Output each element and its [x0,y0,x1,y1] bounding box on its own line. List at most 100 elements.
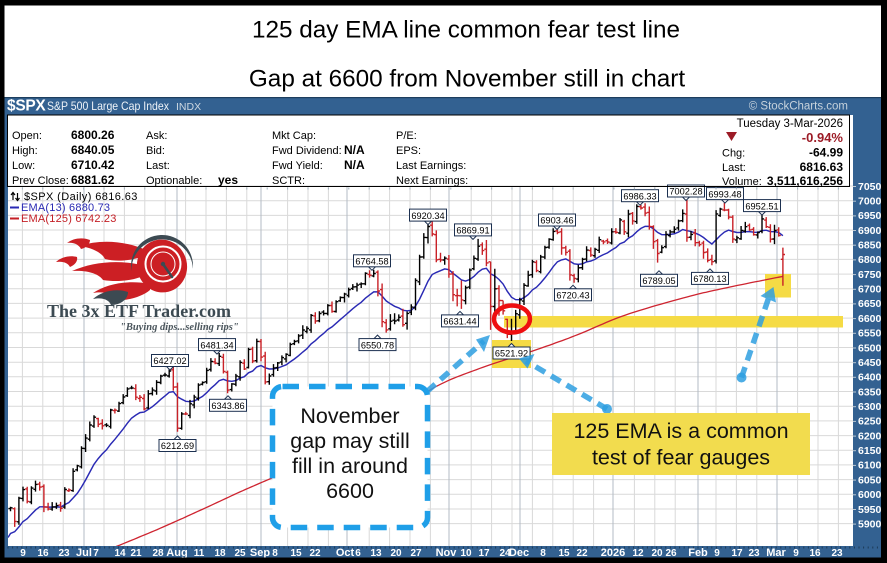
svg-text:-64.99: -64.99 [809,146,843,160]
svg-text:7002.28: 7002.28 [669,187,702,197]
svg-text:6816.63: 6816.63 [800,160,844,174]
svg-text:Fwd Yield:: Fwd Yield: [272,160,323,172]
svg-text:Next Earnings:: Next Earnings: [396,175,468,187]
svg-text:Nov: Nov [436,547,458,559]
svg-text:6250: 6250 [858,416,882,428]
svg-text:6650: 6650 [858,298,882,310]
svg-text:Feb: Feb [688,547,708,559]
svg-text:20: 20 [390,548,402,559]
svg-text:17: 17 [478,548,490,559]
svg-text:6350: 6350 [858,386,882,398]
svg-text:6212.69: 6212.69 [161,441,194,451]
svg-text:23: 23 [58,548,70,559]
svg-text:"Buying dips...selling rips": "Buying dips...selling rips" [120,322,239,333]
svg-text:6: 6 [355,548,361,559]
svg-text:6200: 6200 [858,430,882,442]
svg-text:S&P 500 Large Cap Index: S&P 500 Large Cap Index [47,99,169,113]
svg-text:15: 15 [290,548,302,559]
svg-text:7050: 7050 [858,181,882,193]
svg-text:Jul: Jul [76,547,92,559]
svg-text:11: 11 [194,548,205,559]
svg-text:Last:: Last: [722,162,746,174]
svg-text:27: 27 [410,548,422,559]
svg-text:6427.02: 6427.02 [153,356,186,366]
svg-text:Ask:: Ask: [146,130,167,142]
svg-text:5900: 5900 [858,518,882,530]
svg-text:6481.34: 6481.34 [200,340,233,350]
svg-text:6903.46: 6903.46 [540,216,573,226]
svg-text:125 EMA is a common: 125 EMA is a common [573,419,788,443]
svg-text:6631.44: 6631.44 [443,317,476,327]
svg-text:6100: 6100 [858,460,882,472]
svg-text:INDX: INDX [176,101,201,113]
svg-text:6400: 6400 [858,372,882,384]
svg-text:6750: 6750 [858,269,882,281]
svg-text:Mkt Cap:: Mkt Cap: [272,130,316,142]
svg-text:Mar: Mar [766,547,786,559]
svg-text:The 3x ETF Trader.com: The 3x ETF Trader.com [47,301,231,321]
svg-text:17: 17 [731,548,743,559]
svg-text:9: 9 [20,548,26,559]
svg-text:Fwd Dividend:: Fwd Dividend: [272,145,342,157]
svg-text:18: 18 [214,548,226,559]
svg-text:EMA(13) 6880.73: EMA(13) 6880.73 [21,202,110,214]
svg-text:28: 28 [152,548,164,559]
svg-text:Tuesday 3-Mar-2026: Tuesday 3-Mar-2026 [737,118,843,130]
svg-text:6920.34: 6920.34 [411,211,444,221]
svg-text:12: 12 [632,548,644,559]
svg-text:6600: 6600 [858,313,882,325]
svg-text:21: 21 [130,548,142,559]
svg-text:7000: 7000 [858,196,882,208]
svg-text:6952.51: 6952.51 [745,201,778,211]
svg-text:November: November [300,404,399,428]
svg-text:EPS:: EPS: [396,145,421,157]
svg-text:gap may still: gap may still [290,429,410,453]
svg-text:6900: 6900 [858,225,882,237]
svg-text:6850: 6850 [858,240,882,252]
svg-text:6986.33: 6986.33 [623,191,656,201]
svg-text:8: 8 [272,548,278,559]
svg-text:6840.05: 6840.05 [71,143,115,157]
svg-text:16: 16 [37,548,49,559]
svg-text:14: 14 [114,548,126,559]
svg-text:6550: 6550 [858,328,882,340]
svg-text:6869.91: 6869.91 [456,226,489,236]
svg-text:6789.05: 6789.05 [642,276,675,286]
svg-text:6993.48: 6993.48 [708,189,741,199]
svg-text:22: 22 [309,548,321,559]
svg-text:6700: 6700 [858,284,882,296]
svg-text:Sep: Sep [250,547,270,559]
svg-text:6800: 6800 [858,254,882,266]
svg-text:Aug: Aug [166,547,187,559]
svg-text:6800.26: 6800.26 [71,128,115,142]
svg-text:test of fear gauges: test of fear gauges [592,446,770,470]
svg-text:Oct: Oct [336,547,355,559]
svg-text:6720.43: 6720.43 [556,291,589,301]
svg-text:6343.86: 6343.86 [211,401,244,411]
svg-text:9: 9 [793,548,799,559]
svg-text:6500: 6500 [858,342,882,354]
svg-text:© StockCharts.com: © StockCharts.com [749,101,848,113]
svg-text:6881.62: 6881.62 [71,173,115,187]
svg-text:N/A: N/A [344,143,365,157]
svg-text:Dec: Dec [509,547,529,559]
svg-text:7: 7 [93,548,99,559]
svg-text:13: 13 [370,548,382,559]
svg-text:10: 10 [460,548,472,559]
svg-text:2026: 2026 [601,547,625,559]
svg-text:22: 22 [576,548,588,559]
svg-text:-0.94%: -0.94% [802,130,844,145]
svg-text:6710.42: 6710.42 [71,158,115,172]
svg-text:Optionable:: Optionable: [146,175,202,187]
svg-text:5950: 5950 [858,504,882,516]
svg-text:Last Earnings:: Last Earnings: [396,160,466,172]
svg-text:23: 23 [748,548,760,559]
svg-text:6450: 6450 [858,357,882,369]
svg-text:Prev Close:: Prev Close: [12,175,69,187]
svg-text:N/A: N/A [344,158,365,172]
svg-text:6000: 6000 [858,489,882,501]
svg-text:3,511,616,256: 3,511,616,256 [767,174,843,188]
svg-text:$SPX: $SPX [7,98,46,115]
svg-text:EMA(125) 6742.23: EMA(125) 6742.23 [21,213,117,225]
svg-text:yes: yes [218,173,238,187]
